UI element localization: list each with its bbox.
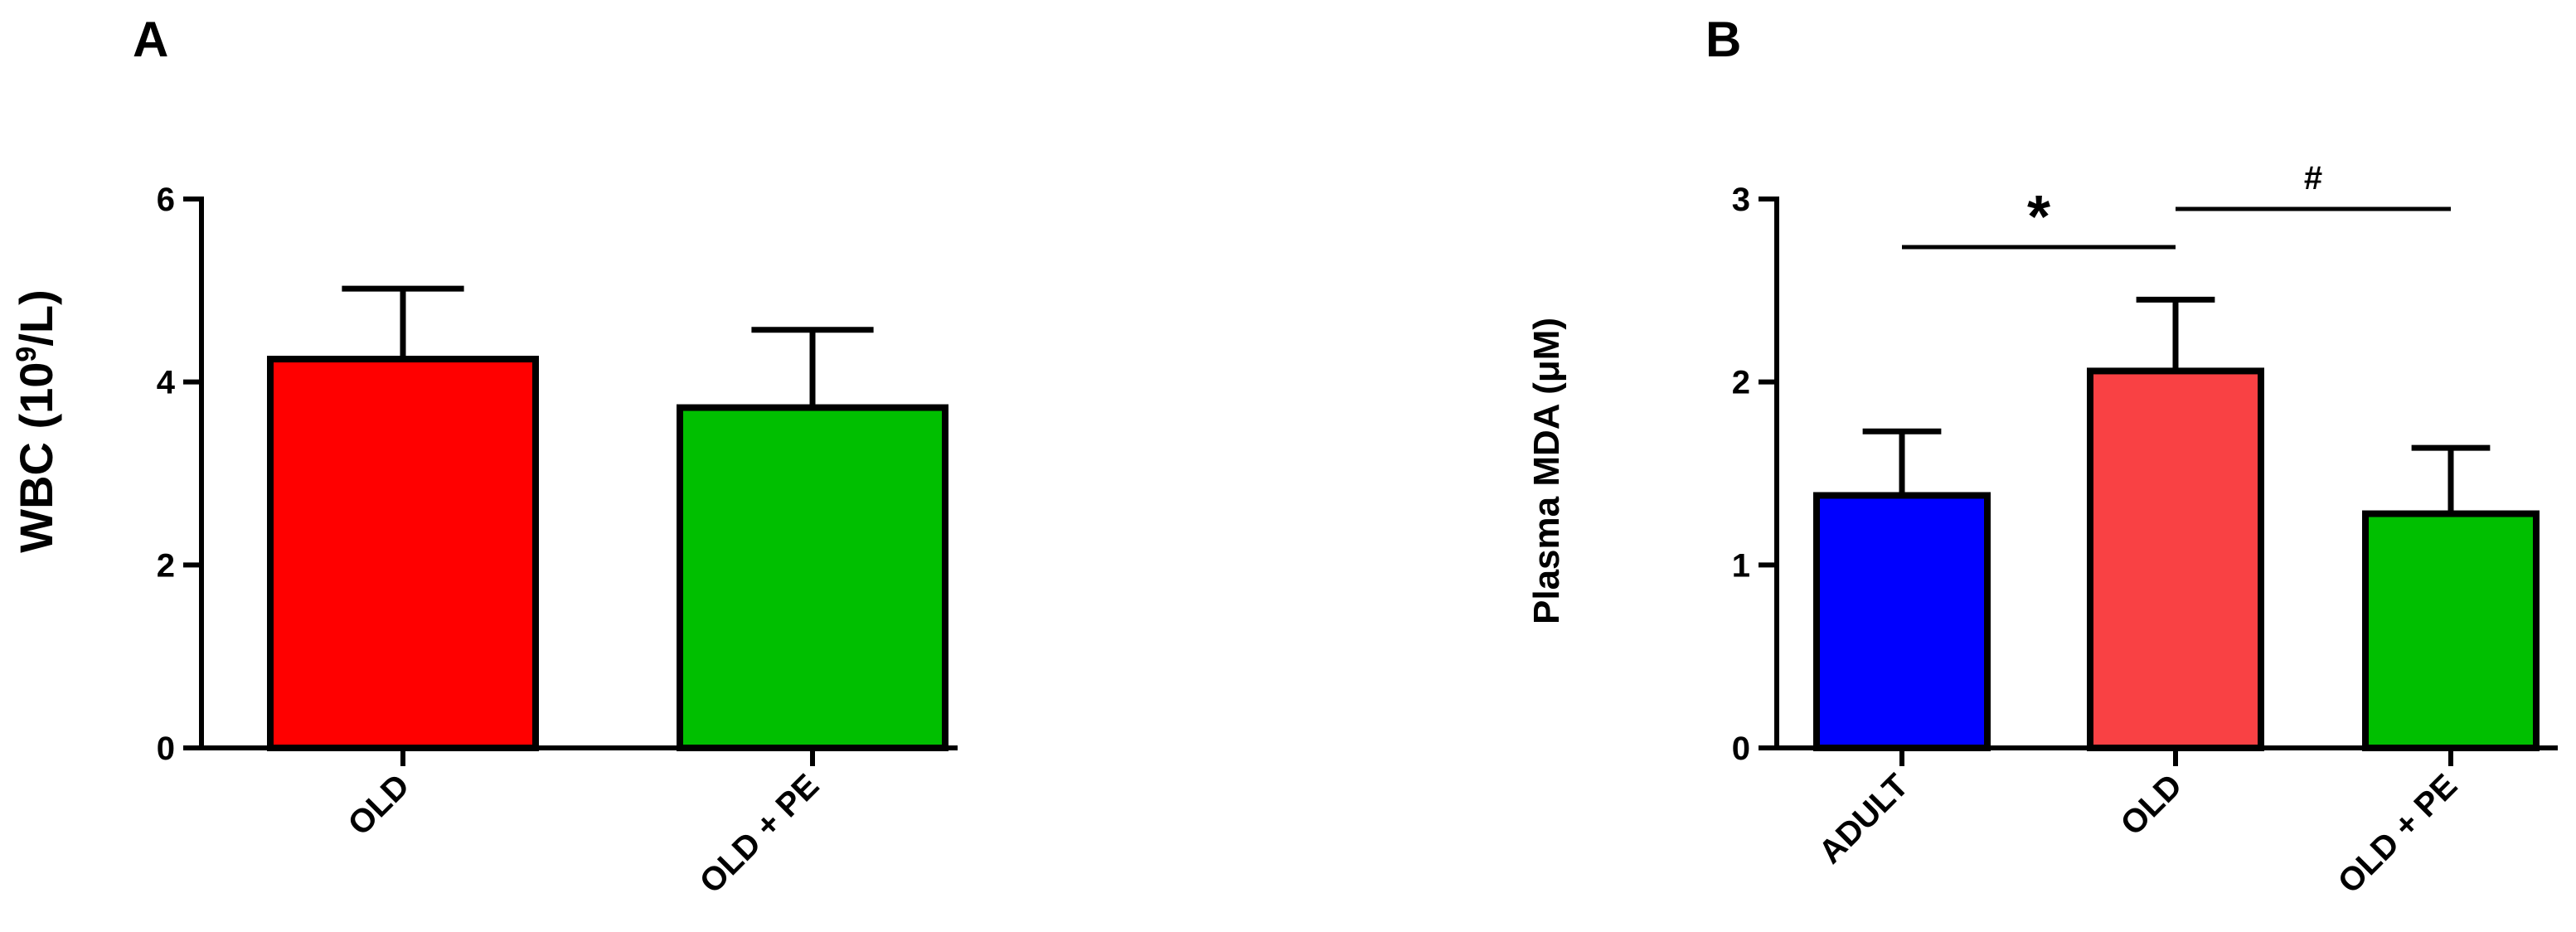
panel-a: A WBC (109/L) 0 2 4 6 OLD OLD + PE xyxy=(10,12,958,900)
panel-a-y-axis-label-sup: 9 xyxy=(11,347,42,362)
panel-a-y-tick-label: 4 xyxy=(157,365,176,401)
panel-b-bar xyxy=(1813,492,1991,751)
panel-b-y-axis-label-mu: μ xyxy=(1526,360,1567,382)
panel-b-y-tick-label: 0 xyxy=(1732,731,1750,767)
panel-b-x-tick-label: OLD xyxy=(2114,767,2190,842)
panel-b-bar xyxy=(2362,510,2540,752)
panel-b-x-tick-label: OLD + PE xyxy=(2331,767,2465,900)
panel-b-bar xyxy=(2087,367,2264,751)
panel-b-y-tick-label: 1 xyxy=(1732,547,1750,584)
panel-a-y-tick-label: 0 xyxy=(157,731,175,767)
panel-b-marks: 0 1 2 3 ADULT OLD OLD + PE * # xyxy=(1732,160,2558,900)
panel-b-letter: B xyxy=(1705,12,1741,67)
panel-b-significance-label: # xyxy=(2304,160,2322,197)
panel-a-marks: 0 2 4 6 OLD OLD + PE xyxy=(157,182,958,900)
panel-a-y-axis-label-suffix: /L) xyxy=(10,289,62,346)
panel-a-x-tick-label: OLD + PE xyxy=(693,767,827,900)
panel-a-letter: A xyxy=(133,12,168,67)
panel-b-y-tick-label: 3 xyxy=(1732,182,1750,218)
panel-b-x-tick-label: ADULT xyxy=(1812,767,1916,871)
panel-b-y-axis-label-main: Plasma MDA ( xyxy=(1526,382,1567,624)
panel-a-bar xyxy=(267,356,539,751)
panel-b: B Plasma MDA (μM) 0 1 2 3 ADULT OLD OLD + PE * # xyxy=(1526,12,2558,900)
panel-a-y-axis-label-main: WBC (10 xyxy=(10,362,62,553)
panel-a-y-axis-label: WBC (109/L) xyxy=(10,289,62,553)
panel-b-y-axis-label: Plasma MDA (μM) xyxy=(1526,318,1567,624)
panel-b-y-axis-label-suffix: M) xyxy=(1526,318,1567,360)
panel-b-y-tick-label: 2 xyxy=(1732,365,1750,401)
panel-a-y-tick-label: 6 xyxy=(157,182,175,218)
panel-a-bar xyxy=(677,404,948,751)
panel-a-y-tick-label: 2 xyxy=(157,547,175,584)
panel-b-significance-label: * xyxy=(2027,184,2050,250)
panel-a-x-tick-label: OLD xyxy=(342,767,417,842)
